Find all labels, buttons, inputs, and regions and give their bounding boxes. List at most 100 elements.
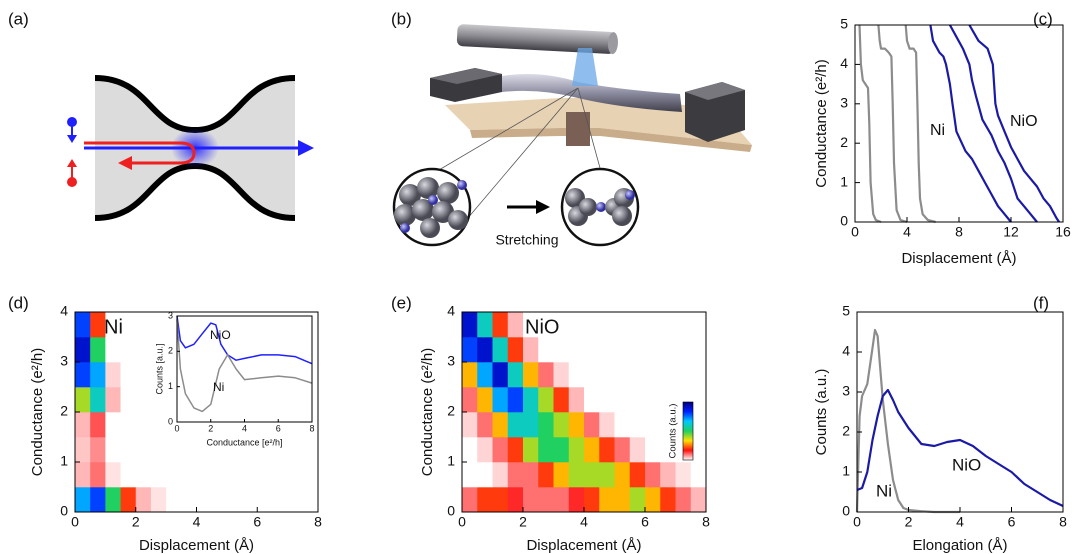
heatmap-cell xyxy=(90,412,105,437)
x-tick-label: 0 xyxy=(851,224,859,240)
heatmap-cell xyxy=(477,387,493,412)
panel-title: NiO xyxy=(525,316,559,338)
heatmap-cell xyxy=(136,337,151,362)
heatmap-cell xyxy=(227,412,242,437)
heatmap-cell xyxy=(105,437,120,462)
heatmap-cell xyxy=(538,412,554,437)
heatmap-cell xyxy=(615,412,631,437)
line-series xyxy=(860,25,882,222)
x-tick-label: 6 xyxy=(276,423,281,433)
heatmap-cell xyxy=(166,462,181,487)
junction-schematic xyxy=(67,78,314,218)
heatmap-cell xyxy=(272,362,287,387)
heatmap-cell xyxy=(615,487,631,512)
heatmap-cell xyxy=(181,487,196,512)
heatmap-cell xyxy=(630,487,646,512)
y-tick-label: 5 xyxy=(842,303,850,319)
heatmap-cell xyxy=(676,312,692,337)
heatmap-cell xyxy=(90,487,105,512)
heatmap-cell xyxy=(630,437,646,462)
heatmap-cell xyxy=(615,387,631,412)
heatmap-cell xyxy=(257,462,272,487)
heatmap-cell xyxy=(523,387,539,412)
heatmap-cell xyxy=(569,412,585,437)
heatmap-cell xyxy=(242,387,257,412)
heatmap-cell xyxy=(569,312,585,337)
heatmap-cell xyxy=(462,437,478,462)
heatmap-cell xyxy=(166,487,181,512)
heatmap-cell xyxy=(599,412,615,437)
break-junction-render xyxy=(394,24,752,245)
heatmap-cell xyxy=(584,462,600,487)
heatmap-cell xyxy=(554,437,570,462)
heatmap-cell xyxy=(691,462,707,487)
heatmap-cell xyxy=(630,462,646,487)
heatmap-cell xyxy=(288,487,303,512)
y-tick-label: 5 xyxy=(840,16,848,32)
heatmap-cell xyxy=(493,387,509,412)
heatmap-cell xyxy=(493,362,509,387)
annotation: NiO xyxy=(1010,113,1038,130)
y-axis-label: Counts (a.u.) xyxy=(813,369,830,456)
x-axis-label: Elongation (Å) xyxy=(912,537,1007,554)
heatmap-cell xyxy=(181,337,196,362)
heatmap-cell xyxy=(584,412,600,437)
heatmap-cell xyxy=(136,412,151,437)
heatmap-cell xyxy=(523,337,539,362)
heatmap-cell xyxy=(288,362,303,387)
heatmap-cell xyxy=(645,462,661,487)
heatmap-cell xyxy=(584,312,600,337)
heatmap-cell xyxy=(288,412,303,437)
heatmap-cell xyxy=(121,387,136,412)
heatmap-cell xyxy=(151,312,166,337)
y-tick-label: 2 xyxy=(840,134,848,150)
x-tick-label: 4 xyxy=(956,514,964,530)
heatmap-cell xyxy=(136,437,151,462)
heatmap-cell xyxy=(508,412,524,437)
heatmap-cell xyxy=(90,337,105,362)
y-tick-label: 0 xyxy=(168,416,173,426)
line-series xyxy=(857,330,960,512)
y-tick-label: 4 xyxy=(840,55,848,71)
y-axis-label: Conductance (e²/h) xyxy=(29,348,46,476)
heatmap-cell xyxy=(257,412,272,437)
heatmap-cell xyxy=(508,337,524,362)
heatmap-cell xyxy=(136,462,151,487)
heatmap-cell xyxy=(538,387,554,412)
heatmap-cell xyxy=(462,312,478,337)
heatmap-cell xyxy=(676,337,692,362)
heatmap-cell xyxy=(212,412,227,437)
heatmap-cell xyxy=(197,487,212,512)
heatmap-cell xyxy=(303,487,318,512)
heatmap-cell xyxy=(508,487,524,512)
heatmap-cell xyxy=(554,362,570,387)
heatmap-cell xyxy=(166,437,181,462)
heatmap-cell xyxy=(538,462,554,487)
x-tick-label: 4 xyxy=(242,423,247,433)
heatmap-cell xyxy=(630,337,646,362)
heatmap-cell xyxy=(181,412,196,437)
heatmap-cell xyxy=(75,312,90,337)
y-tick-label: 0 xyxy=(840,213,848,229)
heatmap-cell xyxy=(90,362,105,387)
x-tick-label: 4 xyxy=(580,514,588,530)
heatmap-cell xyxy=(523,437,539,462)
heatmap-cell xyxy=(151,437,166,462)
heatmap-cell xyxy=(523,462,539,487)
heatmap-cell xyxy=(493,412,509,437)
heatmap-cell xyxy=(508,312,524,337)
heatmap-cell xyxy=(75,412,90,437)
heatmap-cell xyxy=(197,462,212,487)
heatmap-cell xyxy=(630,387,646,412)
heatmap-cell xyxy=(121,337,136,362)
x-tick-label: 2 xyxy=(519,514,527,530)
heatmap-cell xyxy=(90,437,105,462)
heatmap-cell xyxy=(272,337,287,362)
heatmap-cell xyxy=(272,487,287,512)
y-tick-label: 4 xyxy=(447,303,455,319)
heatmap-cell xyxy=(615,312,631,337)
heatmap-cell xyxy=(105,362,120,387)
heatmap-cell xyxy=(645,312,661,337)
heatmap-cell xyxy=(257,362,272,387)
heatmap-cell xyxy=(569,462,585,487)
